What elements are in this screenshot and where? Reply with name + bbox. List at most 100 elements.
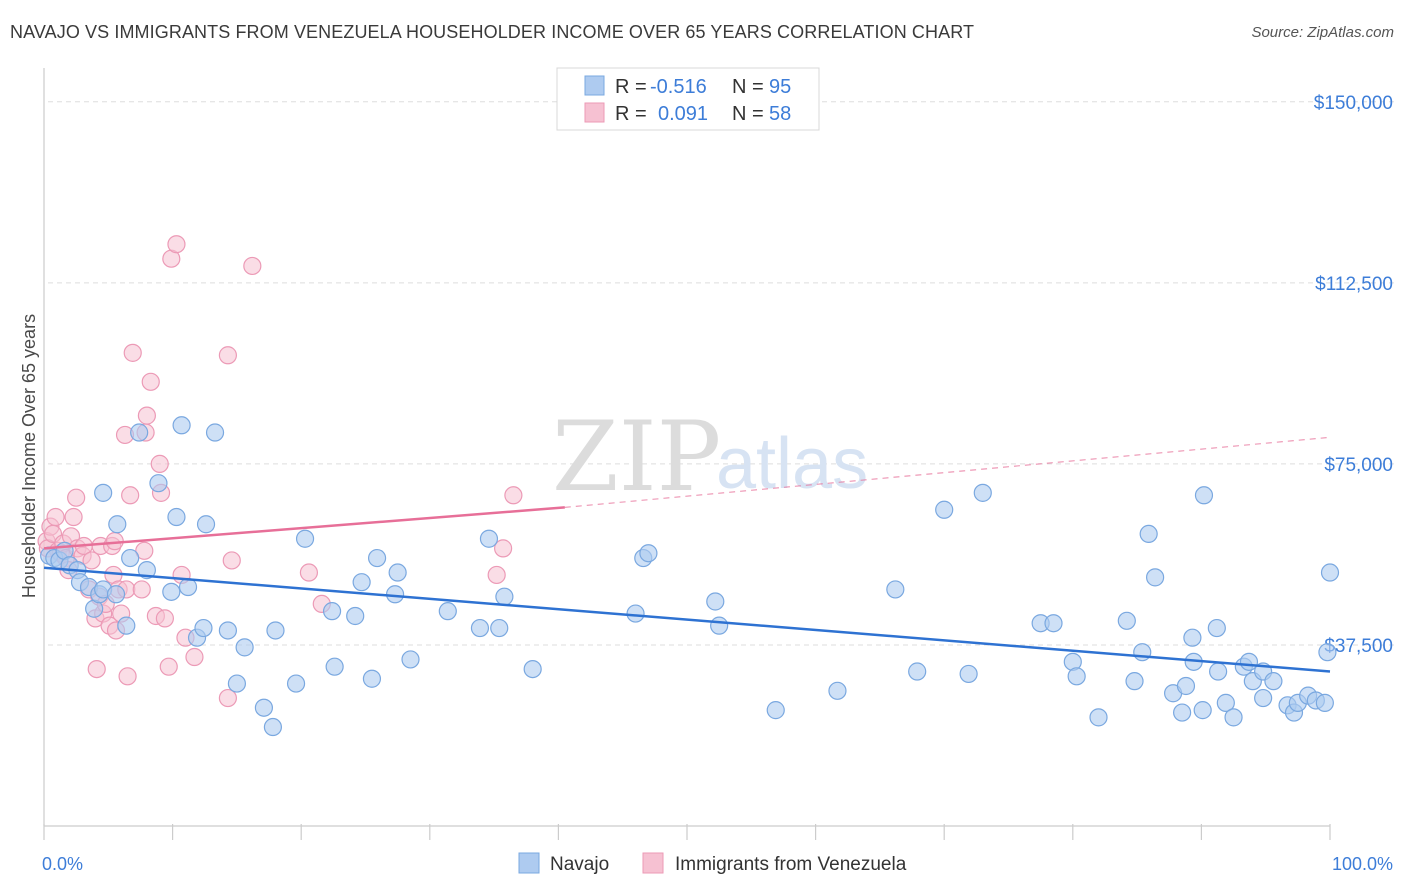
venezuela-point	[218, 688, 237, 708]
navajo-point	[254, 698, 274, 717]
venezuela-point	[64, 507, 83, 527]
venezuela-point	[141, 372, 160, 391]
venezuela-point	[135, 541, 154, 560]
venezuela-point	[121, 486, 140, 505]
y-axis-label: Householder Income Over 65 years	[19, 314, 39, 598]
bottom-legend-navajo: Navajo	[550, 854, 609, 875]
navajo-point	[935, 500, 954, 519]
venezuela-point	[87, 659, 106, 679]
x-tick-labels: 0.0% 100.0%	[42, 854, 1393, 874]
navajo-point	[1146, 568, 1165, 587]
navajo-point	[1183, 628, 1202, 647]
x-tick-label-max: 100.0%	[1332, 854, 1393, 874]
navajo-point	[959, 664, 978, 684]
navajo-point	[194, 618, 213, 638]
navajo-point	[1224, 708, 1243, 727]
navajo-points	[40, 416, 1340, 737]
y-tick-label: $112,500	[1315, 274, 1393, 295]
navajo-point	[1193, 701, 1212, 720]
legend-swatch-venezuela	[584, 102, 605, 123]
bottom-legend-venezuela: Immigrants from Venezuela	[675, 854, 907, 875]
navajo-point	[295, 529, 315, 548]
navajo-point	[1209, 662, 1228, 681]
navajo-point	[1173, 703, 1192, 722]
venezuela-point	[118, 667, 137, 686]
navajo-point	[1318, 643, 1337, 662]
navajo-point	[266, 621, 285, 640]
venezuela-point	[67, 488, 86, 507]
navajo-point	[235, 638, 254, 657]
correlation-legend: R = -0.516 N = 95 R = 0.091 N = 58	[556, 67, 820, 131]
navajo-point	[1139, 524, 1158, 544]
legend-r-label-navajo: R =	[615, 76, 647, 98]
venezuela-point	[243, 256, 262, 276]
venezuela-point	[150, 454, 169, 473]
venezuela-point	[185, 647, 204, 667]
navajo-point	[227, 674, 246, 693]
navajo-point	[362, 669, 382, 688]
venezuela-point	[132, 580, 151, 599]
legend-n-navajo: 95	[769, 76, 791, 98]
navajo-point	[322, 602, 342, 621]
navajo-point	[639, 544, 658, 563]
navajo-point	[766, 701, 785, 720]
series-legend: Navajo Immigrants from Venezuela	[518, 852, 907, 875]
navajo-point	[1067, 667, 1086, 686]
venezuela-point	[159, 657, 178, 676]
navajo-point	[1117, 611, 1136, 630]
venezuela-trend-extension	[564, 436, 1331, 508]
axes	[43, 68, 1331, 840]
navajo-point	[1320, 563, 1340, 582]
navajo-point	[710, 616, 729, 635]
navajo-point	[495, 587, 514, 606]
venezuela-point	[123, 343, 142, 362]
y-tick-label: $150,000	[1314, 93, 1393, 114]
navajo-point	[167, 507, 186, 527]
venezuela-point	[222, 551, 241, 570]
navajo-point	[121, 548, 140, 568]
watermark-atlas: atlas	[716, 424, 868, 504]
navajo-point	[385, 585, 405, 604]
watermark-zip: ZIP	[552, 401, 721, 513]
navajo-trend-line	[43, 566, 1331, 673]
legend-n-label-navajo: N =	[732, 76, 764, 98]
navajo-point	[196, 515, 216, 534]
navajo-point	[1176, 676, 1196, 696]
navajo-point	[1125, 672, 1144, 691]
venezuela-point	[218, 346, 237, 365]
navajo-point	[137, 561, 156, 580]
x-tick-label-min: 0.0%	[42, 854, 83, 874]
navajo-point	[438, 602, 457, 621]
navajo-point	[523, 659, 542, 679]
navajo-point	[108, 515, 127, 534]
legend-n-venezuela: 58	[769, 103, 791, 125]
navajo-point	[106, 585, 126, 604]
navajo-point	[325, 657, 344, 676]
navajo-point	[149, 474, 168, 493]
navajo-point	[346, 606, 365, 626]
venezuela-point	[137, 406, 156, 425]
venezuela-point	[46, 507, 65, 527]
chart-source: Source: ZipAtlas.com	[1251, 24, 1394, 41]
navajo-point	[470, 618, 490, 638]
navajo-point	[1089, 708, 1108, 727]
navajo-point	[286, 674, 306, 693]
y-tick-label: $75,000	[1324, 455, 1393, 476]
navajo-point	[886, 580, 905, 599]
bottom-legend-swatch-navajo	[518, 852, 540, 874]
y-tick-labels: $37,500 $75,000 $112,500 $150,000	[1314, 93, 1393, 657]
venezuela-point	[487, 565, 506, 585]
navajo-point	[1216, 693, 1235, 712]
legend-swatch-navajo	[584, 75, 605, 96]
navajo-point	[162, 582, 181, 601]
navajo-point	[1207, 618, 1226, 638]
navajo-point	[1194, 486, 1214, 505]
venezuela-point	[167, 235, 186, 254]
navajo-point	[479, 529, 499, 548]
navajo-point	[367, 548, 387, 568]
bottom-legend-swatch-venezuela	[642, 852, 664, 874]
chart-title: NAVAJO VS IMMIGRANTS FROM VENEZUELA HOUS…	[10, 22, 975, 42]
venezuela-point	[155, 609, 174, 628]
navajo-point	[117, 616, 136, 635]
